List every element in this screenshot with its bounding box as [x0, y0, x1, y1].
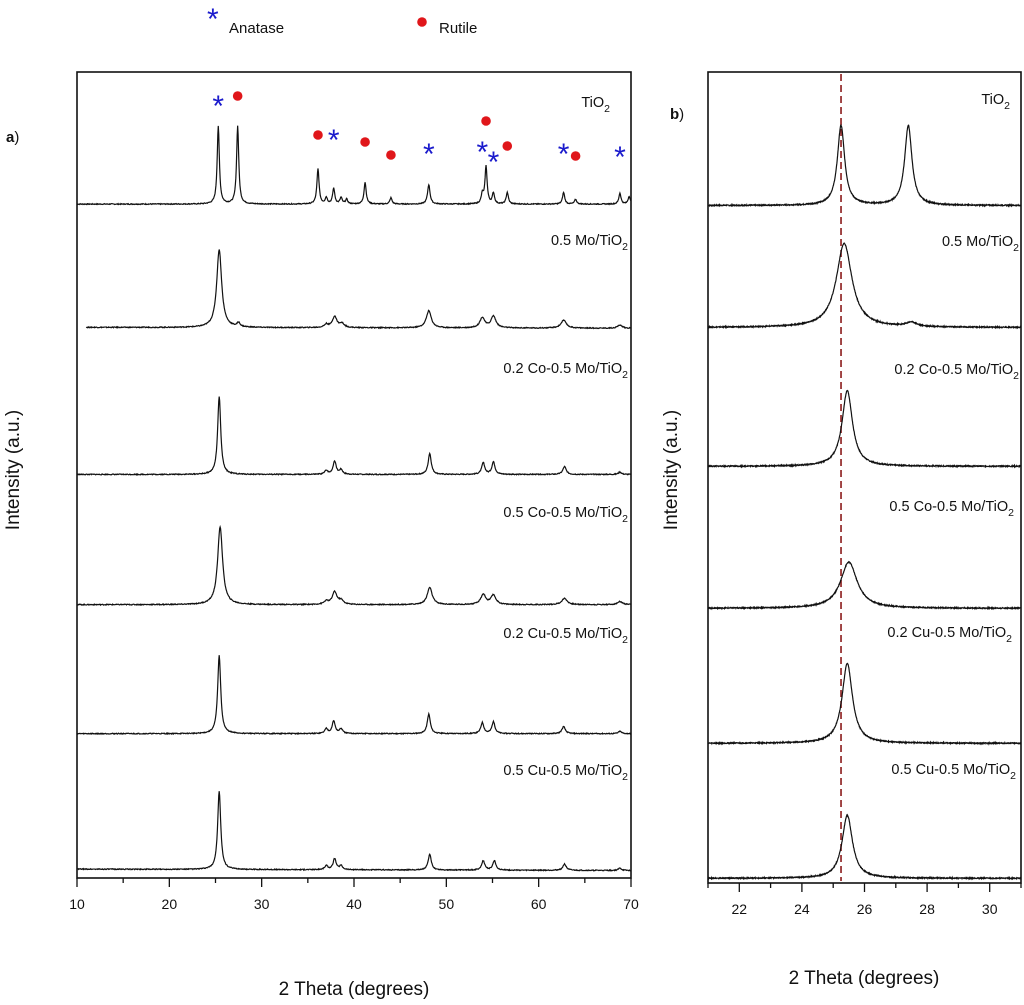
xrd-trace: [76, 125, 632, 206]
x-tick-label: 28: [919, 901, 935, 917]
panel-a: a) 10 20 30 40 50 60 70 TiO2 0.5 Mo/TiO2 0.2 Co-…: [3, 71, 639, 1000]
panel-a-series-labels: TiO2 0.5 Mo/TiO2 0.2 Co-0.5 Mo/TiO2 0.5 Co-…: [503, 95, 628, 783]
anatase-marker: *: [212, 90, 224, 123]
panel-b-label: b): [670, 106, 684, 123]
panel-b: b) 22 24 26 28 30 TiO2 0.5 Mo/TiO2 0.2 Co-0.5 …: [661, 71, 1022, 989]
series-label: 0.5 Mo/TiO2: [551, 233, 628, 253]
rutile-marker: [313, 130, 323, 140]
panel-a-x-axis-title: 2 Theta (degrees): [279, 979, 430, 1000]
series-label: 0.5 Co-0.5 Mo/TiO2: [889, 499, 1014, 519]
x-tick-label: 10: [69, 896, 85, 912]
rutile-marker: [232, 91, 243, 101]
anatase-marker: *: [614, 141, 626, 174]
xrd-trace: [707, 560, 1022, 611]
anatase-marker: *: [328, 124, 340, 157]
xrd-trace: [76, 524, 632, 607]
anatase-marker: *: [488, 146, 500, 179]
rutile-marker: [360, 137, 370, 147]
xrd-trace: [707, 662, 1022, 746]
anatase-legend-label: Anatase: [229, 20, 284, 37]
rutile-legend-label: Rutile: [439, 20, 477, 37]
series-label: 0.2 Cu-0.5 Mo/TiO2: [887, 625, 1012, 645]
rutile-marker: [481, 116, 491, 126]
panel-a-traces: [76, 125, 632, 872]
x-tick-label: 26: [857, 901, 873, 917]
panel-a-phase-markers: ** * * * * *: [212, 90, 626, 179]
rutile-marker: [386, 150, 396, 160]
x-tick-label: 20: [162, 896, 178, 912]
series-label: 0.5 Co-0.5 Mo/TiO2: [503, 505, 628, 525]
rutile-marker: [502, 141, 513, 151]
series-label: 0.5 Cu-0.5 Mo/TiO2: [891, 762, 1016, 782]
xrd-trace: [707, 389, 1022, 469]
xrd-trace: [76, 396, 632, 476]
anatase-legend-marker: *: [207, 3, 219, 36]
x-tick-label: 22: [732, 901, 748, 917]
anatase-marker: *: [423, 138, 435, 171]
xrd-trace: [707, 813, 1022, 881]
series-label: TiO2: [981, 92, 1010, 112]
x-tick-label: 50: [439, 896, 455, 912]
series-label: 0.5 Cu-0.5 Mo/TiO2: [503, 763, 628, 783]
series-label: 0.2 Cu-0.5 Mo/TiO2: [503, 626, 628, 646]
x-tick-label: 30: [982, 901, 998, 917]
series-label: 0.2 Co-0.5 Mo/TiO2: [503, 361, 628, 381]
panel-a-label: a): [6, 129, 19, 146]
anatase-marker: *: [558, 138, 570, 171]
xrd-trace: [707, 124, 1022, 208]
x-tick-label: 30: [254, 896, 270, 912]
x-tick-label: 70: [623, 896, 639, 912]
panel-b-x-ticks: 22 24 26 28 30: [707, 883, 1022, 917]
anatase-marker: *: [476, 136, 488, 169]
x-tick-label: 60: [531, 896, 547, 912]
rutile-legend-marker: [417, 17, 427, 27]
legend: * Anatase Rutile: [207, 3, 477, 37]
x-tick-label: 24: [794, 901, 810, 917]
series-label: TiO2: [581, 95, 610, 115]
panel-a-y-axis-title: Intensity (a.u.): [3, 410, 24, 530]
xrd-trace: [707, 242, 1022, 330]
xrd-trace: [76, 655, 632, 736]
panel-a-x-ticks: 10 20 30 40 50 60 70: [69, 878, 639, 912]
panel-b-y-axis-title: Intensity (a.u.): [661, 410, 682, 530]
xrd-trace: [85, 249, 632, 330]
panel-b-series-labels: TiO2 0.5 Mo/TiO2 0.2 Co-0.5 Mo/TiO2 0.5 Co-…: [887, 92, 1019, 782]
x-tick-label: 40: [346, 896, 362, 912]
series-label: 0.2 Co-0.5 Mo/TiO2: [894, 362, 1019, 382]
rutile-marker: [570, 151, 581, 161]
series-label: 0.5 Mo/TiO2: [942, 234, 1019, 254]
panel-b-x-axis-title: 2 Theta (degrees): [789, 968, 940, 989]
panel-b-traces: [707, 124, 1022, 881]
xrd-trace: [76, 791, 632, 872]
